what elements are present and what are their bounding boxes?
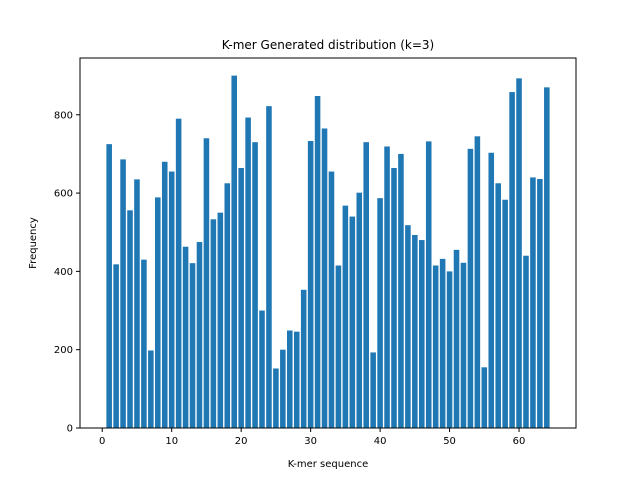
x-axis-label: K-mer sequence: [288, 459, 369, 470]
x-tick-label-20: 20: [235, 436, 248, 447]
y-tick-label-600: 600: [54, 189, 73, 200]
bar-35: [342, 205, 349, 428]
bar-15: [203, 138, 210, 428]
bar-39: [370, 352, 376, 428]
bar-60: [516, 78, 522, 428]
chart-title: K-mer Generated distribution (k=3): [222, 38, 434, 52]
bar-46: [419, 240, 425, 428]
x-tick-label-60: 60: [513, 436, 526, 447]
bar-64: [544, 87, 550, 428]
x-tick-label-40: 40: [374, 436, 387, 447]
bar-1: [106, 144, 112, 428]
bar-16: [210, 219, 217, 428]
bar-57: [495, 183, 501, 428]
bar-33: [328, 171, 335, 428]
bar-27: [287, 330, 293, 428]
bar-34: [335, 265, 342, 428]
bar-55: [481, 367, 488, 428]
bar-62: [530, 177, 536, 428]
bar-31: [314, 95, 321, 429]
bar-12: [182, 246, 189, 428]
bar-2: [113, 264, 119, 428]
x-axis-ticks: 0 10 20 30 40 50 60: [99, 428, 525, 447]
bar-45: [412, 234, 418, 428]
bar-20: [238, 168, 244, 428]
bar-44: [405, 225, 411, 428]
bar-43: [398, 153, 404, 429]
bar-58: [502, 199, 508, 428]
x-tick-label-0: 0: [99, 436, 105, 447]
bar-22: [252, 142, 258, 428]
bar-30: [307, 141, 314, 428]
bar-14: [196, 242, 203, 428]
x-tick-label-30: 30: [304, 436, 317, 447]
bar-32: [321, 128, 328, 428]
bar-6: [141, 259, 147, 428]
bar-54: [474, 136, 481, 428]
bar-17: [217, 212, 224, 428]
bar-40: [377, 198, 383, 428]
bar-5: [134, 179, 140, 428]
bar-51: [453, 249, 460, 428]
bar-29: [300, 289, 307, 428]
bar-50: [446, 271, 453, 428]
y-tick-label-400: 400: [54, 267, 73, 278]
y-tick-label-0: 0: [67, 424, 73, 435]
bar-36: [349, 216, 356, 428]
bar-61: [523, 255, 529, 428]
bar-25: [273, 368, 279, 428]
plot-frame: [79, 57, 577, 429]
bar-56: [488, 152, 495, 428]
bar-48: [432, 265, 439, 428]
bar-7: [148, 350, 154, 428]
bar-9: [161, 161, 168, 429]
bar-52: [460, 262, 467, 428]
bar-53: [467, 148, 474, 428]
bar-26: [280, 349, 286, 428]
bar-49: [439, 258, 446, 428]
bar-3: [120, 159, 126, 428]
bar-28: [293, 331, 300, 428]
x-tick-label-50: 50: [443, 436, 456, 447]
bar-37: [356, 192, 363, 428]
bar-8: [155, 197, 161, 428]
bar-24: [266, 106, 272, 429]
bar-11: [175, 118, 182, 428]
bar-59: [509, 92, 515, 429]
y-axis-ticks: 0 200 400 600 800: [54, 110, 80, 435]
bar-10: [168, 171, 175, 428]
bar-38: [363, 142, 369, 428]
bar-21: [245, 117, 251, 428]
y-tick-label-200: 200: [54, 345, 73, 356]
bar-19: [231, 75, 237, 428]
x-tick-label-10: 10: [165, 436, 178, 447]
bar-41: [384, 146, 390, 429]
bar-18: [224, 183, 231, 428]
bar-63: [537, 178, 543, 428]
bar-13: [189, 263, 196, 428]
bar-4: [127, 210, 133, 428]
y-tick-label-800: 800: [54, 110, 73, 121]
bars-layer: [106, 75, 550, 429]
bar-23: [259, 310, 265, 428]
bar-42: [391, 168, 397, 428]
bar-47: [425, 141, 432, 428]
y-axis-label: Frequency: [28, 217, 39, 269]
